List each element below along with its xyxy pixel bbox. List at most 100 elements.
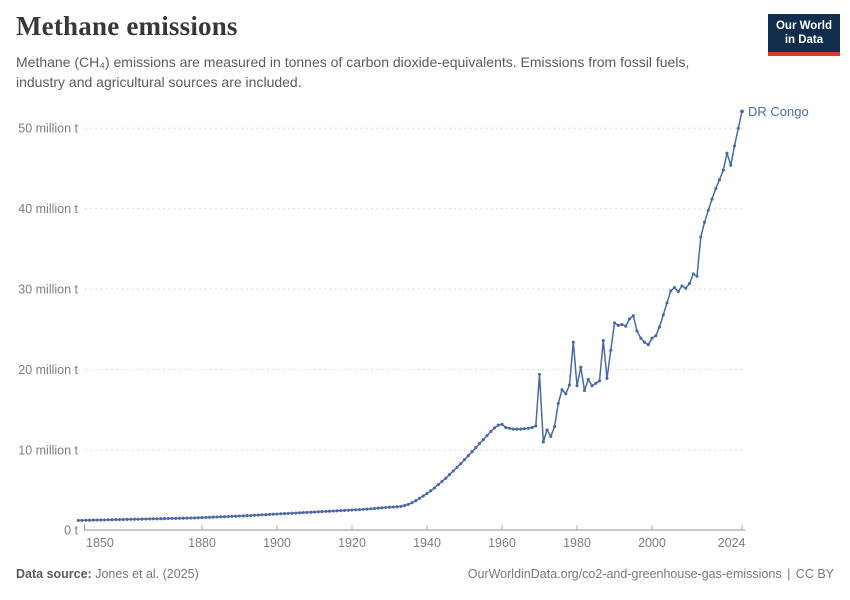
data-point[interactable] xyxy=(106,518,110,522)
data-point[interactable] xyxy=(410,501,414,505)
data-point[interactable] xyxy=(399,504,403,508)
data-point[interactable] xyxy=(84,518,88,522)
data-point[interactable] xyxy=(657,325,662,329)
data-point[interactable] xyxy=(515,427,519,431)
data-point[interactable] xyxy=(282,512,287,516)
data-point[interactable] xyxy=(579,365,583,369)
data-point[interactable] xyxy=(151,517,155,521)
data-point[interactable] xyxy=(552,425,557,429)
data-point[interactable] xyxy=(219,515,223,519)
data-point[interactable] xyxy=(136,517,140,521)
data-point[interactable] xyxy=(620,322,624,327)
data-point[interactable] xyxy=(612,321,617,325)
data-point[interactable] xyxy=(702,220,707,224)
data-point[interactable] xyxy=(654,334,658,338)
data-point[interactable] xyxy=(226,514,230,519)
data-point[interactable] xyxy=(200,516,204,520)
data-point[interactable] xyxy=(504,425,508,430)
data-point[interactable] xyxy=(549,434,553,438)
data-point[interactable] xyxy=(117,518,122,522)
data-point[interactable] xyxy=(241,514,245,518)
data-point[interactable] xyxy=(706,208,710,212)
data-point[interactable] xyxy=(249,513,253,518)
data-point[interactable] xyxy=(481,438,485,442)
data-point[interactable] xyxy=(462,458,467,462)
data-point[interactable] xyxy=(635,329,639,333)
data-point[interactable] xyxy=(286,511,290,515)
data-point[interactable] xyxy=(695,274,699,278)
data-point[interactable] xyxy=(271,512,275,516)
data-point[interactable] xyxy=(489,429,493,434)
data-point[interactable] xyxy=(357,508,362,512)
data-point[interactable] xyxy=(710,197,714,201)
data-point[interactable] xyxy=(99,518,103,522)
data-point[interactable] xyxy=(350,508,354,512)
data-point[interactable] xyxy=(582,388,587,393)
data-point[interactable] xyxy=(429,489,433,493)
data-point[interactable] xyxy=(669,289,673,293)
data-point[interactable] xyxy=(192,516,197,520)
data-point[interactable] xyxy=(534,424,538,428)
data-point[interactable] xyxy=(402,504,407,508)
data-point[interactable] xyxy=(665,301,669,305)
data-point[interactable] xyxy=(496,423,500,427)
data-point[interactable] xyxy=(676,290,680,294)
series-end-label[interactable]: DR Congo xyxy=(748,104,809,119)
data-point[interactable] xyxy=(129,517,133,521)
data-point[interactable] xyxy=(181,516,185,520)
data-point[interactable] xyxy=(166,516,170,521)
data-point[interactable] xyxy=(507,426,512,430)
data-point[interactable] xyxy=(260,513,264,517)
data-point[interactable] xyxy=(245,514,249,518)
data-point[interactable] xyxy=(466,454,470,458)
data-point[interactable] xyxy=(162,517,167,521)
data-point[interactable] xyxy=(391,505,395,509)
data-point[interactable] xyxy=(279,512,283,516)
data-point[interactable] xyxy=(436,483,440,487)
data-point[interactable] xyxy=(159,517,163,521)
data-point[interactable] xyxy=(342,508,347,512)
data-point[interactable] xyxy=(474,446,478,450)
data-point[interactable] xyxy=(444,476,448,480)
data-point[interactable] xyxy=(455,465,459,469)
data-point[interactable] xyxy=(376,506,380,510)
data-point[interactable] xyxy=(500,422,504,426)
data-point[interactable] xyxy=(110,518,114,522)
data-point[interactable] xyxy=(327,509,332,513)
data-point[interactable] xyxy=(204,515,208,520)
footer-license-link[interactable]: CC BY xyxy=(795,567,834,581)
data-point[interactable] xyxy=(354,508,358,512)
data-point[interactable] xyxy=(687,281,692,286)
data-point[interactable] xyxy=(125,517,129,521)
data-point[interactable] xyxy=(264,513,268,517)
data-point[interactable] xyxy=(421,494,425,498)
data-point[interactable] xyxy=(545,428,549,432)
data-point[interactable] xyxy=(639,336,643,340)
series-end-point[interactable] xyxy=(740,109,744,114)
data-point[interactable] xyxy=(672,285,677,290)
data-point[interactable] xyxy=(80,518,84,522)
data-point[interactable] xyxy=(140,517,144,521)
data-point[interactable] xyxy=(365,507,369,511)
data-point[interactable] xyxy=(414,499,418,503)
data-point[interactable] xyxy=(567,383,572,387)
owid-logo[interactable]: Our World in Data xyxy=(767,14,840,56)
data-point[interactable] xyxy=(575,384,579,388)
data-point[interactable] xyxy=(387,505,392,509)
data-point[interactable] xyxy=(185,516,189,520)
data-point[interactable] xyxy=(425,491,429,496)
data-point[interactable] xyxy=(541,440,545,444)
data-point[interactable] xyxy=(312,510,317,514)
data-point[interactable] xyxy=(211,515,215,519)
data-point[interactable] xyxy=(155,517,159,521)
data-point[interactable] xyxy=(530,425,534,430)
data-point[interactable] xyxy=(684,286,688,290)
data-point[interactable] xyxy=(556,401,560,405)
data-point[interactable] xyxy=(699,235,703,239)
data-point[interactable] xyxy=(732,144,737,148)
data-point[interactable] xyxy=(294,511,298,515)
data-point[interactable] xyxy=(586,377,590,381)
data-point[interactable] xyxy=(301,511,305,515)
data-point[interactable] xyxy=(361,507,365,511)
